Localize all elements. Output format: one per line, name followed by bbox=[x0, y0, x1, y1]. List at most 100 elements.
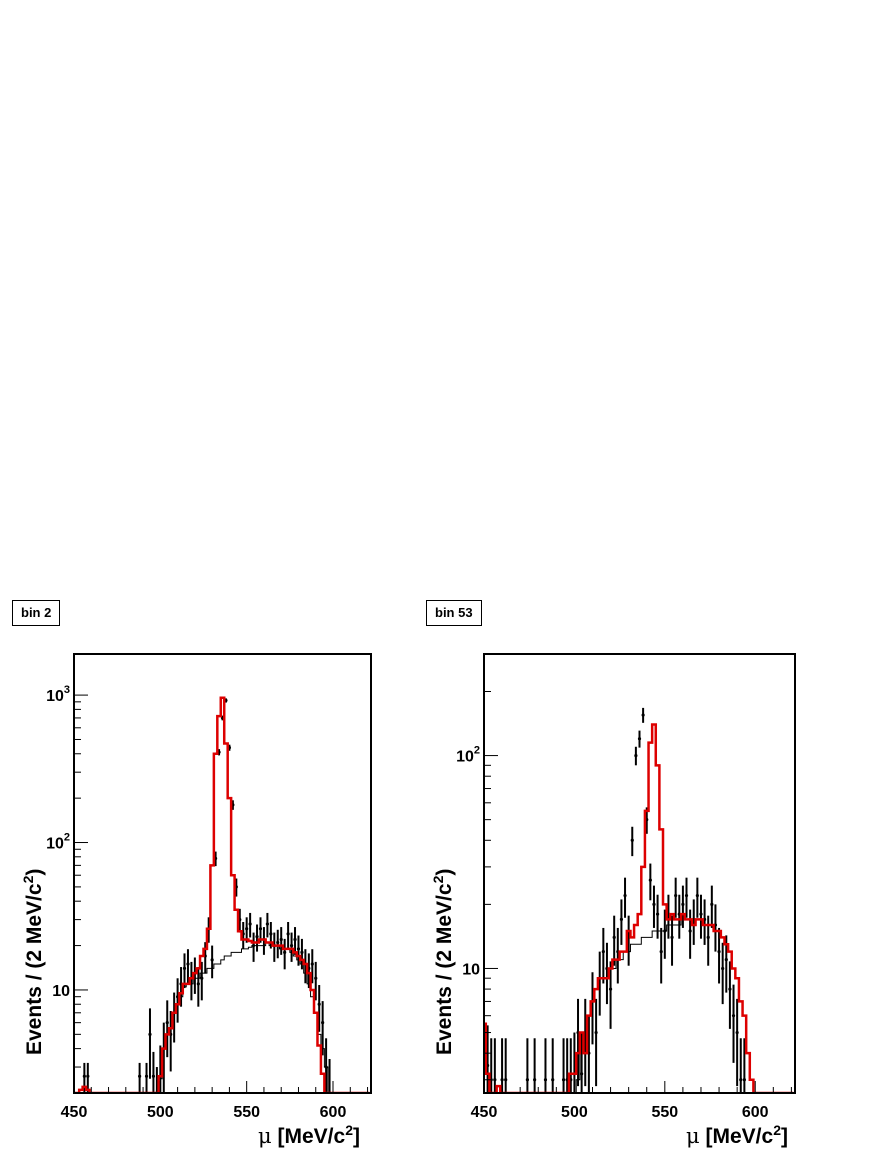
bin-label: bin 53 bbox=[426, 600, 482, 626]
data-point bbox=[619, 917, 624, 921]
data-point bbox=[623, 893, 627, 898]
data-point bbox=[186, 962, 190, 966]
data-point bbox=[648, 878, 652, 882]
data-point bbox=[681, 902, 685, 906]
data-point bbox=[525, 1078, 529, 1082]
data-point bbox=[724, 958, 728, 962]
data-point bbox=[699, 912, 703, 916]
data-point bbox=[182, 966, 187, 971]
data-point bbox=[248, 922, 252, 926]
data-point bbox=[265, 922, 269, 926]
data-point bbox=[612, 935, 616, 939]
data-point bbox=[296, 947, 301, 951]
data-point bbox=[721, 966, 725, 971]
data-point bbox=[493, 1078, 497, 1082]
data-point bbox=[210, 958, 214, 962]
data-point bbox=[500, 1078, 504, 1082]
x-tick-label: 550 bbox=[233, 1104, 260, 1121]
data-point bbox=[637, 737, 642, 741]
y-axis-label: Events / (2 MeV/c2) bbox=[20, 868, 46, 1055]
data-point bbox=[138, 1074, 142, 1078]
plot-area bbox=[74, 696, 370, 1093]
data-point bbox=[286, 932, 290, 936]
data-point bbox=[670, 935, 674, 939]
data-point bbox=[710, 902, 714, 906]
data-point bbox=[314, 976, 318, 980]
data-point bbox=[688, 929, 692, 933]
data-point bbox=[717, 950, 721, 954]
data-point bbox=[279, 937, 283, 942]
data-point bbox=[504, 1078, 508, 1082]
data-point bbox=[245, 927, 249, 931]
data-point bbox=[200, 976, 204, 980]
data-point bbox=[739, 1078, 743, 1082]
data-point bbox=[543, 1078, 548, 1082]
data-point bbox=[196, 982, 200, 986]
x-axis-label: μ [MeV/c2] bbox=[686, 1122, 788, 1148]
x-tick-label: 500 bbox=[147, 1104, 174, 1121]
x-tick-label: 550 bbox=[651, 1104, 678, 1121]
chart-panel-bin-2: 450 500 550 600 10 102 103 bin 2 Events / (2 M… bbox=[0, 590, 430, 1156]
data-point bbox=[728, 987, 732, 991]
plot-frame bbox=[73, 653, 372, 1094]
data-point bbox=[731, 1014, 736, 1018]
data-point bbox=[634, 753, 638, 758]
bin-label: bin 2 bbox=[12, 600, 61, 626]
data-point bbox=[674, 893, 678, 898]
data-point bbox=[601, 950, 605, 954]
x-tick-label: 500 bbox=[561, 1104, 588, 1121]
data-point bbox=[533, 1078, 537, 1082]
data-point bbox=[742, 1078, 746, 1082]
data-point bbox=[86, 1074, 90, 1078]
x-tick-label: 450 bbox=[471, 1104, 498, 1121]
data-point bbox=[269, 932, 273, 936]
data-point bbox=[641, 713, 645, 717]
data-point bbox=[655, 912, 660, 916]
data-point bbox=[289, 943, 294, 948]
data-point bbox=[608, 987, 613, 991]
y-tick-label: 102 bbox=[456, 745, 480, 766]
data-point bbox=[659, 950, 663, 954]
data-point bbox=[706, 935, 710, 939]
data-point bbox=[321, 1021, 325, 1025]
data-point bbox=[561, 1078, 566, 1082]
chart-panel-bin-53: 450 500 550 600 10 102 bin 53 Events / (2 MeV… bbox=[410, 590, 840, 1156]
y-tick-label: 10 bbox=[462, 961, 480, 978]
data-point bbox=[695, 893, 699, 898]
plot-svg: 450 500 550 600 10 102 bbox=[456, 653, 796, 1121]
data-point bbox=[652, 902, 656, 906]
data-point bbox=[663, 929, 667, 933]
data-point bbox=[580, 1072, 584, 1076]
data-point bbox=[324, 1065, 328, 1069]
x-tick-label: 450 bbox=[61, 1104, 88, 1121]
plot-area bbox=[484, 707, 794, 1093]
data-point bbox=[300, 950, 304, 954]
x-tick-label: 600 bbox=[742, 1104, 769, 1121]
y-tick-label: 102 bbox=[46, 832, 70, 853]
data-point bbox=[684, 893, 689, 898]
data-point bbox=[82, 1074, 86, 1078]
data-point bbox=[148, 1032, 152, 1036]
data-point bbox=[255, 935, 259, 939]
data-point bbox=[293, 937, 297, 942]
fit-histogram bbox=[484, 723, 794, 1093]
x-axis-label: μ [MeV/c2] bbox=[258, 1122, 360, 1148]
data-point bbox=[283, 950, 287, 954]
plot-svg: 450 500 550 600 10 102 103 bbox=[46, 653, 372, 1121]
y-axis-label: Events / (2 MeV/c2) bbox=[430, 868, 456, 1055]
background-histogram bbox=[158, 941, 335, 1093]
y-tick-label: 10 bbox=[52, 983, 70, 1000]
plot-frame bbox=[483, 653, 796, 1094]
data-point bbox=[151, 1074, 156, 1078]
data-point bbox=[630, 838, 634, 842]
data-point bbox=[310, 962, 314, 966]
data-point bbox=[594, 1030, 598, 1035]
data-point bbox=[258, 927, 263, 931]
data-point bbox=[251, 943, 256, 948]
data-point bbox=[165, 1021, 169, 1025]
data-point bbox=[735, 1030, 739, 1035]
data-point bbox=[276, 940, 280, 945]
data-point bbox=[317, 1002, 321, 1006]
y-tick-label: 103 bbox=[46, 684, 70, 705]
data-point bbox=[551, 1078, 555, 1082]
